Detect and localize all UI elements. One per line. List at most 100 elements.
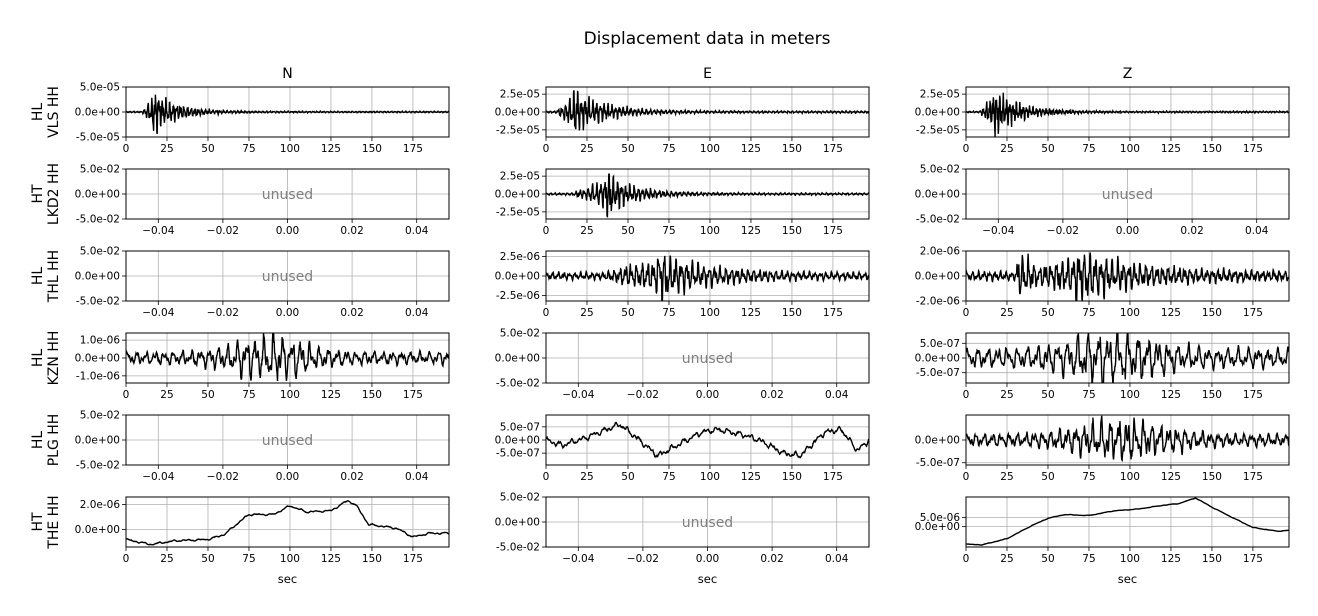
x-tick-label: 25 bbox=[580, 471, 593, 483]
y-tick-label: 0.0e+00 bbox=[495, 107, 540, 119]
x-tick-label: 75 bbox=[1082, 471, 1095, 483]
x-tick-label: 100 bbox=[1120, 389, 1140, 401]
trace-line-kzn-n bbox=[126, 333, 449, 382]
y-tick-label: 0.0e+00 bbox=[915, 189, 960, 201]
x-tick-label: 75 bbox=[242, 143, 255, 155]
x-tick-label: 75 bbox=[1082, 307, 1095, 319]
x-tick-label: 100 bbox=[1120, 143, 1140, 155]
subplot-the-z: 0 25 50 75 100 125 150 175 5.0e-060.0e+00 bbox=[915, 496, 1290, 565]
x-tick-label: 175 bbox=[403, 143, 423, 155]
x-tick-label: 125 bbox=[321, 143, 341, 155]
x-tick-label: 0.04 bbox=[405, 307, 429, 319]
x-tick-label: 150 bbox=[782, 471, 802, 483]
x-tick-label: 50 bbox=[201, 389, 214, 401]
trace-line-thl-z bbox=[966, 252, 1289, 301]
x-tick-label: 0.02 bbox=[1180, 225, 1203, 237]
y-tick-label: 0.0e+00 bbox=[75, 271, 120, 283]
x-axis-label: sec bbox=[1118, 572, 1137, 586]
x-tick-label: 125 bbox=[1161, 143, 1181, 155]
x-tick-label: 0 bbox=[963, 389, 970, 401]
x-tick-label: 0 bbox=[963, 307, 970, 319]
trace-line-kzn-z bbox=[966, 333, 1289, 383]
x-tick-label: 150 bbox=[362, 143, 382, 155]
subplot-kzn-z: 0 25 50 75 100 125 150 175 5.0e-07 0.0e+00 -5.0e-0… bbox=[915, 332, 1290, 401]
x-tick-label: 125 bbox=[1161, 307, 1181, 319]
x-tick-label: 0 bbox=[963, 553, 970, 565]
figure-title: Displacement data in meters bbox=[584, 29, 831, 49]
column-header-n: N bbox=[282, 66, 292, 82]
unused-label: unused bbox=[262, 187, 313, 203]
x-tick-label: 0.00 bbox=[696, 389, 719, 401]
subplot-the-n: 0 25 50 75 100 125 150 175 2.0e-06 0.0e+00 bbox=[75, 496, 450, 565]
y-tick-label: 5.0e-02 bbox=[500, 492, 540, 504]
x-tick-label: 100 bbox=[280, 389, 300, 401]
x-tick-label: 75 bbox=[242, 389, 255, 401]
y-tick-label: 2.0e-06 bbox=[80, 499, 121, 511]
y-tick-label: 0.0e+00 bbox=[915, 353, 960, 365]
y-tick-label: 2.5e-06 bbox=[500, 251, 541, 263]
y-tick-label: 0.0e+00 bbox=[75, 107, 120, 119]
x-tick-label: 50 bbox=[1041, 307, 1054, 319]
y-tick-label: -5.0e-02 bbox=[496, 378, 540, 390]
row-network-label: HT bbox=[30, 512, 46, 532]
x-tick-label: 50 bbox=[201, 143, 214, 155]
x-tick-label: 125 bbox=[1161, 471, 1181, 483]
x-tick-label: 100 bbox=[700, 225, 720, 237]
x-tick-label: 25 bbox=[1000, 553, 1013, 565]
subplot-plg-e: 0 25 50 75 100 125 150 175 5.0e-07 0.0e+00-5.0e-0… bbox=[495, 414, 870, 483]
x-tick-label: −0.02 bbox=[1047, 225, 1079, 237]
x-tick-label: 25 bbox=[160, 143, 173, 155]
subplot-vls-n: 0 25 50 75 100 125 150 175 5.0e-05 0.0e+00 -5.0e-0… bbox=[75, 82, 450, 155]
x-tick-label: 0.00 bbox=[1116, 225, 1139, 237]
x-tick-label: 125 bbox=[741, 471, 761, 483]
x-tick-label: 150 bbox=[362, 553, 382, 565]
y-tick-label: -5.0e-02 bbox=[76, 296, 120, 308]
x-tick-label: 0.00 bbox=[276, 307, 299, 319]
x-tick-label: 0.04 bbox=[825, 389, 849, 401]
y-tick-label: 0.0e+00 bbox=[495, 435, 540, 447]
trace-line-plg-e bbox=[546, 421, 869, 459]
x-tick-label: 0 bbox=[543, 225, 550, 237]
x-tick-label: 100 bbox=[700, 143, 720, 155]
x-tick-label: 50 bbox=[1041, 389, 1054, 401]
x-tick-label: 0.04 bbox=[1245, 225, 1269, 237]
x-tick-label: 150 bbox=[1202, 553, 1222, 565]
x-tick-label: 0.02 bbox=[760, 553, 783, 565]
x-tick-label: 150 bbox=[1202, 471, 1222, 483]
x-tick-label: 75 bbox=[242, 553, 255, 565]
x-tick-label: −0.04 bbox=[142, 307, 174, 319]
y-tick-label: -5.0e-02 bbox=[76, 214, 120, 226]
row-network-label: HT bbox=[30, 184, 46, 204]
unused-label: unused bbox=[682, 351, 733, 367]
y-tick-label: 2.5e-05 bbox=[500, 89, 540, 101]
y-tick-label: 5.0e-05 bbox=[80, 82, 120, 94]
y-tick-label: 5.0e-07 bbox=[500, 421, 540, 433]
unused-label: unused bbox=[1102, 187, 1153, 203]
x-tick-label: −0.02 bbox=[207, 471, 239, 483]
x-tick-label: 125 bbox=[321, 389, 341, 401]
x-tick-label: −0.04 bbox=[142, 225, 174, 237]
row-network-label: HL bbox=[30, 431, 46, 450]
y-tick-label: 0.0e+00 bbox=[495, 353, 540, 365]
x-tick-label: 100 bbox=[1120, 471, 1140, 483]
y-tick-label: -5.0e-02 bbox=[916, 214, 960, 226]
y-tick-label: -5.0e-02 bbox=[496, 542, 540, 554]
x-tick-label: 150 bbox=[1202, 389, 1222, 401]
subplot-vls-z: 0 25 50 75 100 125 150 175 2.5e-05 0.0e+00 -2.5e-0… bbox=[915, 86, 1290, 155]
row-label-5: HT THE HH bbox=[30, 495, 62, 549]
x-tick-label: 100 bbox=[700, 471, 720, 483]
x-tick-label: 150 bbox=[362, 389, 382, 401]
subplot-lkd2-n: unused −0.04 −0.02 0.00 0.02 0.04 5.0e-02 0.0e+… bbox=[75, 164, 450, 237]
x-tick-label: 75 bbox=[662, 225, 675, 237]
row-station-label: KZN HH bbox=[46, 331, 62, 386]
x-tick-label: 0.02 bbox=[340, 471, 363, 483]
row-station-label: THE HH bbox=[46, 495, 62, 549]
x-tick-label: −0.04 bbox=[562, 553, 594, 565]
x-tick-label: 125 bbox=[741, 143, 761, 155]
x-tick-label: 50 bbox=[1041, 471, 1054, 483]
row-station-label: THL HH bbox=[46, 250, 62, 303]
unused-label: unused bbox=[682, 515, 733, 531]
x-tick-label: 75 bbox=[662, 143, 675, 155]
y-tick-label: 5.0e-06 bbox=[920, 512, 961, 524]
trace-line-vls-e bbox=[546, 90, 869, 131]
